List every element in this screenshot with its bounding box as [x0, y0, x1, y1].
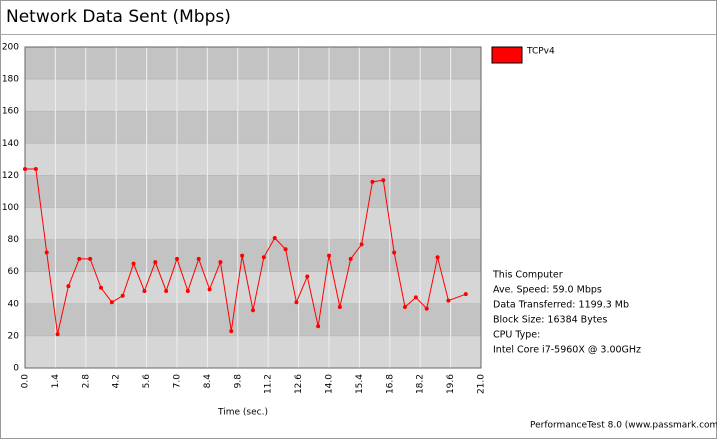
point — [196, 256, 201, 261]
x-tick-label: 2.8 — [81, 374, 91, 389]
point — [229, 329, 234, 334]
point — [131, 261, 136, 266]
point — [446, 298, 451, 303]
y-tick-label: 180 — [2, 75, 19, 85]
info-line: This Computer — [492, 270, 563, 281]
point — [424, 306, 429, 311]
y-tick-label: 160 — [2, 107, 19, 117]
point — [348, 256, 353, 261]
point — [207, 287, 212, 292]
point — [392, 250, 397, 255]
band — [25, 111, 481, 144]
point — [153, 260, 158, 265]
legend-swatch — [491, 46, 523, 64]
x-tick-label: 18.2 — [416, 374, 426, 394]
point — [403, 305, 407, 310]
point — [370, 179, 375, 184]
point — [99, 285, 103, 290]
point — [305, 274, 310, 279]
x-tick-label: 8.4 — [203, 374, 213, 389]
point — [142, 288, 147, 293]
y-tick-label: 100 — [2, 203, 19, 213]
y-tick-label: 20 — [8, 331, 20, 341]
x-tick-label: 15.4 — [355, 374, 365, 394]
band — [25, 207, 481, 240]
point — [77, 256, 82, 261]
point — [23, 166, 27, 171]
point — [316, 324, 321, 329]
band — [25, 143, 481, 176]
y-tick-label: 60 — [8, 267, 20, 277]
point — [435, 255, 440, 260]
point — [33, 166, 38, 171]
y-tick-label: 140 — [2, 139, 19, 149]
point — [359, 242, 364, 247]
point — [463, 292, 468, 297]
y-tick-label: 120 — [2, 171, 19, 181]
band — [25, 175, 481, 208]
y-tick-label: 40 — [8, 299, 20, 309]
x-tick-label: 5.6 — [142, 374, 152, 389]
info-line: CPU Type: — [493, 330, 540, 341]
point — [109, 300, 114, 305]
point — [66, 284, 71, 289]
x-tick-label: 1.4 — [51, 374, 61, 389]
point — [164, 288, 169, 293]
plot-border — [24, 46, 482, 369]
point — [327, 253, 331, 258]
x-tick-label: 12.6 — [294, 374, 304, 394]
point — [185, 288, 190, 293]
x-tick-label: 19.6 — [446, 374, 456, 394]
x-tick-label: 21.0 — [477, 374, 487, 394]
point — [413, 295, 418, 300]
point — [88, 256, 93, 261]
point — [337, 305, 342, 310]
band — [25, 271, 481, 304]
x-tick-label: 9.8 — [233, 374, 243, 389]
y-tick-label: 0 — [13, 364, 19, 374]
info-line: Data Transferred: 1199.3 Mb — [493, 300, 629, 311]
chart-title: Network Data Sent (Mbps) — [6, 7, 231, 27]
y-tick-label: 80 — [8, 235, 20, 245]
info-line: Ave. Speed: 59.0 Mbps — [493, 285, 602, 296]
x-tick-label: 7.0 — [173, 374, 183, 389]
point — [55, 332, 60, 337]
footer: PerformanceTest 8.0 (www.passmark.com) — [530, 421, 717, 431]
info-line: Intel Core i7-5960X @ 3.00GHz — [493, 345, 641, 356]
band — [25, 47, 481, 80]
point — [218, 260, 223, 265]
band — [25, 79, 481, 112]
band — [25, 335, 481, 368]
x-axis-label: Time (sec.) — [217, 408, 268, 418]
point — [283, 247, 288, 252]
point — [272, 235, 277, 240]
point — [120, 293, 125, 298]
x-tick-label: 4.2 — [112, 374, 122, 388]
point — [251, 308, 255, 313]
point — [381, 178, 386, 183]
point — [261, 255, 266, 260]
point — [175, 256, 179, 261]
info-line: Block Size: 16384 Bytes — [493, 315, 607, 326]
x-tick-label: 11.2 — [264, 374, 274, 394]
y-tick-label: 200 — [2, 43, 19, 53]
point — [240, 253, 245, 258]
x-tick-label: 16.8 — [385, 374, 395, 394]
band — [25, 239, 481, 272]
legend-label: TCPv4 — [526, 47, 555, 57]
point — [294, 300, 299, 305]
point — [44, 250, 49, 255]
x-tick-label: 0.0 — [21, 374, 31, 389]
x-tick-label: 14.0 — [325, 374, 335, 394]
